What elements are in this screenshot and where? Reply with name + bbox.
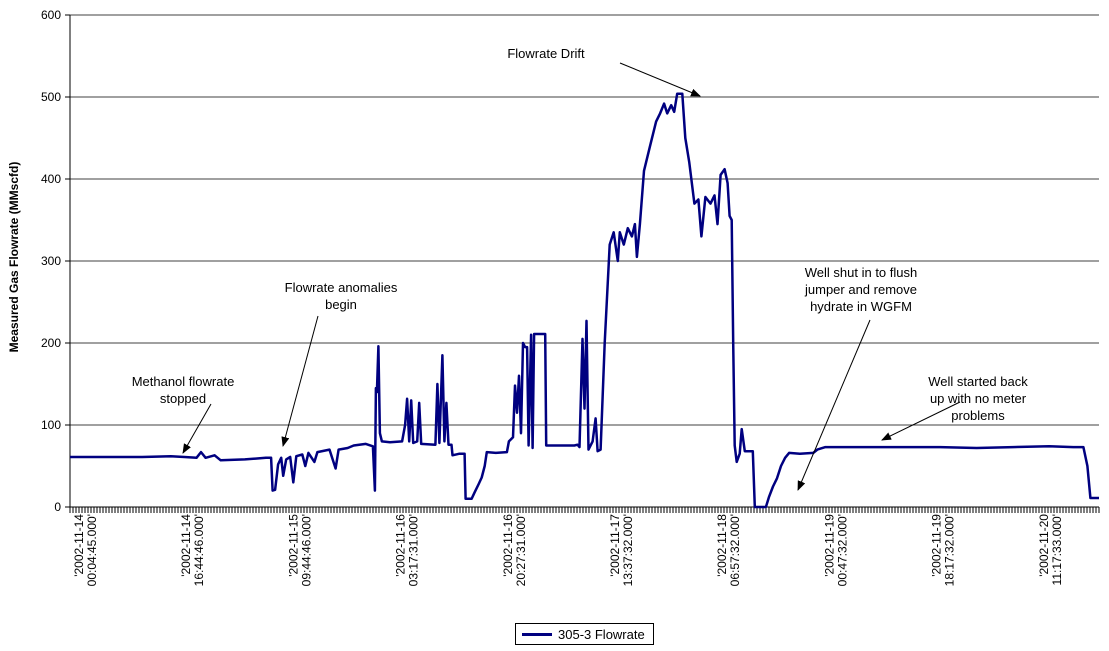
x-tick-label: '2002-11-18 06:57:32.000' [715,514,742,587]
y-tick-label: 400 [41,172,61,186]
annotation-line: Well shut in to flush [805,265,917,280]
annotation-line: hydrate in WGFM [810,299,912,314]
annotations: Methanol flowrate stopped Flowrate anomali… [132,46,1028,491]
x-tick-label: '2002-11-19 18:17:32.000' [930,514,957,587]
x-tick-label-time: 09:44:46.000' [299,514,313,586]
gridlines [70,14,1099,426]
x-tick-label-date: '2002-11-17 [608,514,622,577]
x-tick-label-time: 06:57:32.000' [728,514,742,586]
annotation-line: problems [951,408,1005,423]
annotation-text: Well shut in to flush jumper and remove hy… [804,265,917,314]
annotation-line: jumper and remove [804,282,917,297]
annotation-arrow [881,401,961,441]
y-axis-title: Measured Gas Flowrate (MMscfd) [7,162,21,353]
x-tick-label-date: '2002-11-16 [394,514,408,577]
legend: 305-3 Flowrate [515,623,654,645]
y-axis: 0 100 200 300 400 500 600 [41,8,70,514]
x-tick-label-date: '2002-11-18 [715,514,729,577]
x-tick-label-date: '2002-11-14 [72,514,86,577]
x-tick-label: '2002-11-17 13:37:32.000' [608,514,635,587]
annotation-text: Flowrate Drift [507,46,585,61]
x-axis: '2002-11-14 00:04:45.000' '2002-11-14 16:44… [69,507,1100,587]
annotation-arrow [281,315,319,447]
x-tick-label: '2002-11-15 09:44:46.000' [286,514,313,587]
annotation-line: stopped [160,391,206,406]
x-tick-label-time: 03:17:31.000' [407,514,421,586]
x-tick-label-time: 13:37:32.000' [621,514,635,586]
x-tick-label-time: 11:17:33.000' [1050,514,1064,585]
series-line-305-3 [70,92,1099,509]
x-tick-label-date: '2002-11-19 [822,514,836,577]
x-tick-label-date: '2002-11-16 [501,514,515,577]
annotation-line: Methanol flowrate [132,374,235,389]
annotation-line: Flowrate Drift [507,46,585,61]
annotation-line: up with no meter [930,391,1027,406]
y-tick-label: 600 [41,8,61,22]
x-tick-label-time: 18:17:32.000' [943,514,957,586]
annotation-text: Flowrate anomalies begin [285,280,398,312]
annotation-arrow [797,319,871,491]
x-tick-label-time: 16:44:46.000' [192,514,206,586]
x-tick-label: '2002-11-16 20:27:31.000' [501,514,528,587]
x-tick-label-date: '2002-11-15 [286,514,300,577]
x-tick-label: '2002-11-14 00:04:45.000' [72,514,99,587]
annotation-line: Flowrate anomalies [285,280,398,295]
x-tick-label-date: '2002-11-19 [930,514,944,577]
y-tick-label: 200 [41,336,61,350]
x-tick-label-time: 00:04:45.000' [85,514,99,586]
x-tick-label: '2002-11-19 00:47:32.000' [822,514,849,587]
y-tick-label: 300 [41,254,61,268]
annotation-line: begin [325,297,357,312]
x-tick-marks [69,507,1100,513]
annotation-arrow [619,62,701,97]
y-tick-label: 500 [41,90,61,104]
annotation-arrow [182,403,212,454]
annotation-text: Methanol flowrate stopped [132,374,235,406]
x-tick-label-date: '2002-11-20 [1037,514,1051,577]
y-tick-label: 0 [54,500,61,514]
x-tick-label: '2002-11-16 03:17:31.000' [394,514,421,587]
y-tick-label: 100 [41,418,61,432]
x-tick-label: '2002-11-14 16:44:46.000' [179,514,206,587]
x-tick-label: '2002-11-20 11:17:33.000' [1037,514,1064,586]
x-tick-label-date: '2002-11-14 [179,514,193,577]
x-tick-label-time: 00:47:32.000' [835,514,849,586]
annotation-text: Well started back up with no meter problem… [928,374,1028,423]
legend-label: 305-3 Flowrate [558,626,645,642]
legend-swatch [522,632,552,636]
x-tick-label-time: 20:27:31.000' [514,514,528,586]
annotation-line: Well started back [928,374,1028,389]
